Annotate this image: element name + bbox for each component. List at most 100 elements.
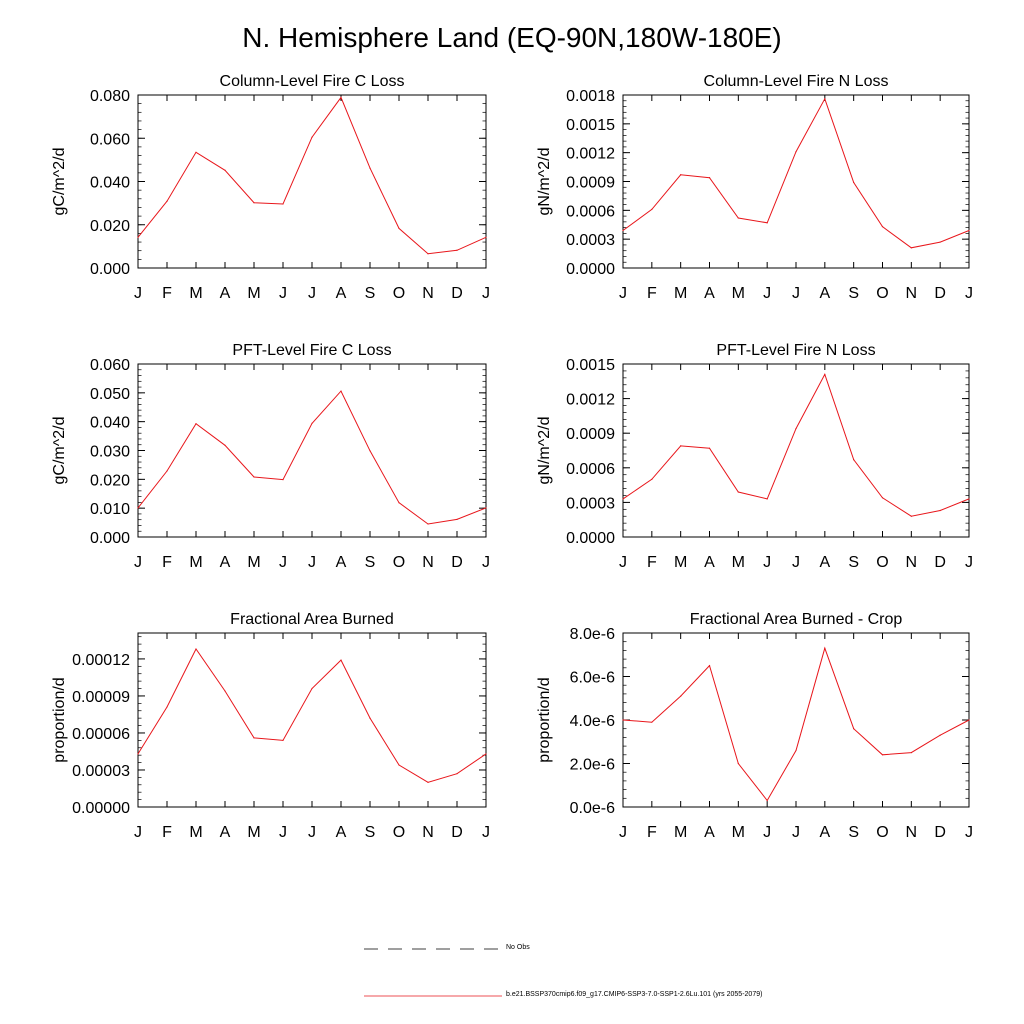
data-point bbox=[398, 502, 400, 504]
y-tick-label: 0.0000 bbox=[566, 261, 615, 278]
data-point bbox=[622, 719, 624, 721]
x-tick-label: A bbox=[336, 285, 347, 302]
plot-frame bbox=[622, 363, 970, 538]
x-tick-label: O bbox=[876, 285, 888, 302]
y-tick-label: 0.0018 bbox=[566, 88, 615, 105]
legend-label-model-run: b.e21.BSSP370cmip6.f09_g17.CMIP6-SSP3-7.… bbox=[506, 991, 763, 998]
y-tick-label: 8.0e-6 bbox=[570, 626, 615, 643]
x-tick-label: S bbox=[365, 554, 376, 571]
x-tick-label: M bbox=[732, 285, 745, 302]
y-axis-label: proportion/d bbox=[51, 677, 68, 762]
data-point bbox=[968, 229, 970, 232]
y-tick-label: 0.00006 bbox=[72, 726, 130, 743]
data-point bbox=[485, 753, 487, 755]
data-point bbox=[939, 734, 941, 736]
data-point bbox=[939, 241, 941, 243]
series-line bbox=[137, 96, 487, 255]
data-point bbox=[224, 169, 226, 171]
y-tick-label: 0.060 bbox=[90, 131, 130, 148]
data-point bbox=[311, 136, 313, 138]
data-point bbox=[910, 515, 912, 517]
y-tick-label: 0.040 bbox=[90, 415, 130, 432]
y-tick-label: 0.000 bbox=[90, 530, 130, 547]
y-tick-label: 0.00012 bbox=[72, 652, 130, 669]
panel-title: Fractional Area Burned - Crop bbox=[690, 611, 903, 628]
x-tick-label: N bbox=[906, 554, 918, 571]
series-line bbox=[622, 646, 970, 802]
x-tick-label: A bbox=[336, 554, 347, 571]
data-point bbox=[485, 507, 487, 509]
y-tick-label: 0.0e-6 bbox=[570, 800, 615, 817]
data-point bbox=[881, 226, 884, 228]
data-point bbox=[369, 717, 371, 719]
x-tick-label: A bbox=[336, 824, 347, 841]
data-point bbox=[456, 249, 458, 251]
y-axis-label: gC/m^2/d bbox=[51, 417, 68, 485]
x-tick-label: A bbox=[220, 824, 231, 841]
y-tick-label: 0.0015 bbox=[566, 357, 615, 374]
x-tick-label: A bbox=[704, 824, 715, 841]
x-tick-label: J bbox=[965, 285, 973, 302]
x-tick-label: J bbox=[763, 285, 771, 302]
x-tick-label: O bbox=[393, 554, 405, 571]
x-tick-label: M bbox=[247, 285, 260, 302]
series-line bbox=[622, 97, 970, 249]
data-point bbox=[737, 762, 739, 765]
y-tick-label: 0.0006 bbox=[566, 203, 615, 220]
x-tick-label: S bbox=[848, 285, 859, 302]
y-tick-label: 0.060 bbox=[90, 357, 130, 374]
x-tick-label: N bbox=[906, 824, 918, 841]
x-tick-label: A bbox=[220, 554, 231, 571]
legend-solid-swatch bbox=[364, 995, 502, 997]
x-tick-label: M bbox=[189, 824, 202, 841]
y-tick-label: 0.0009 bbox=[566, 426, 615, 443]
panel-title: PFT-Level Fire N Loss bbox=[716, 342, 875, 359]
x-tick-label: J bbox=[763, 554, 771, 571]
x-tick-label: J bbox=[279, 554, 287, 571]
data-point bbox=[282, 479, 284, 481]
x-tick-label: M bbox=[732, 554, 745, 571]
y-tick-label: 4.0e-6 bbox=[570, 713, 615, 730]
x-tick-label: M bbox=[674, 285, 687, 302]
data-point bbox=[253, 476, 255, 478]
data-point bbox=[622, 229, 624, 232]
data-point bbox=[369, 167, 371, 169]
x-tick-label: J bbox=[482, 554, 490, 571]
data-point bbox=[340, 390, 342, 392]
y-tick-label: 0.040 bbox=[90, 175, 130, 192]
data-point bbox=[622, 498, 624, 500]
x-tick-label: O bbox=[393, 824, 405, 841]
data-point bbox=[766, 222, 768, 224]
x-tick-label: J bbox=[482, 285, 490, 302]
data-point bbox=[340, 659, 342, 661]
data-point bbox=[824, 98, 826, 100]
y-tick-label: 0.0015 bbox=[566, 117, 615, 134]
data-point bbox=[137, 507, 139, 509]
data-point bbox=[282, 203, 284, 205]
y-tick-label: 0.020 bbox=[90, 218, 130, 235]
x-tick-label: S bbox=[848, 824, 859, 841]
data-point bbox=[766, 799, 768, 802]
x-tick-label: D bbox=[934, 824, 946, 841]
y-axis-label: gN/m^2/d bbox=[536, 417, 553, 485]
y-tick-label: 0.0009 bbox=[566, 175, 615, 192]
y-tick-label: 0.00009 bbox=[72, 689, 130, 706]
data-point bbox=[910, 752, 912, 754]
x-tick-label: J bbox=[619, 285, 627, 302]
y-tick-label: 0.050 bbox=[90, 386, 130, 403]
x-tick-label: F bbox=[647, 554, 657, 571]
data-point bbox=[340, 96, 342, 98]
x-tick-label: A bbox=[819, 554, 830, 571]
x-tick-label: F bbox=[647, 285, 657, 302]
x-tick-label: F bbox=[647, 824, 657, 841]
y-tick-label: 0.0000 bbox=[566, 530, 615, 547]
data-point bbox=[311, 687, 313, 690]
data-point bbox=[195, 151, 197, 153]
data-point bbox=[680, 445, 682, 447]
x-tick-label: F bbox=[162, 824, 172, 841]
y-tick-label: 0.080 bbox=[90, 88, 130, 105]
data-point bbox=[853, 459, 855, 461]
data-point bbox=[224, 690, 226, 692]
data-point bbox=[398, 764, 400, 766]
x-tick-label: D bbox=[451, 824, 463, 841]
